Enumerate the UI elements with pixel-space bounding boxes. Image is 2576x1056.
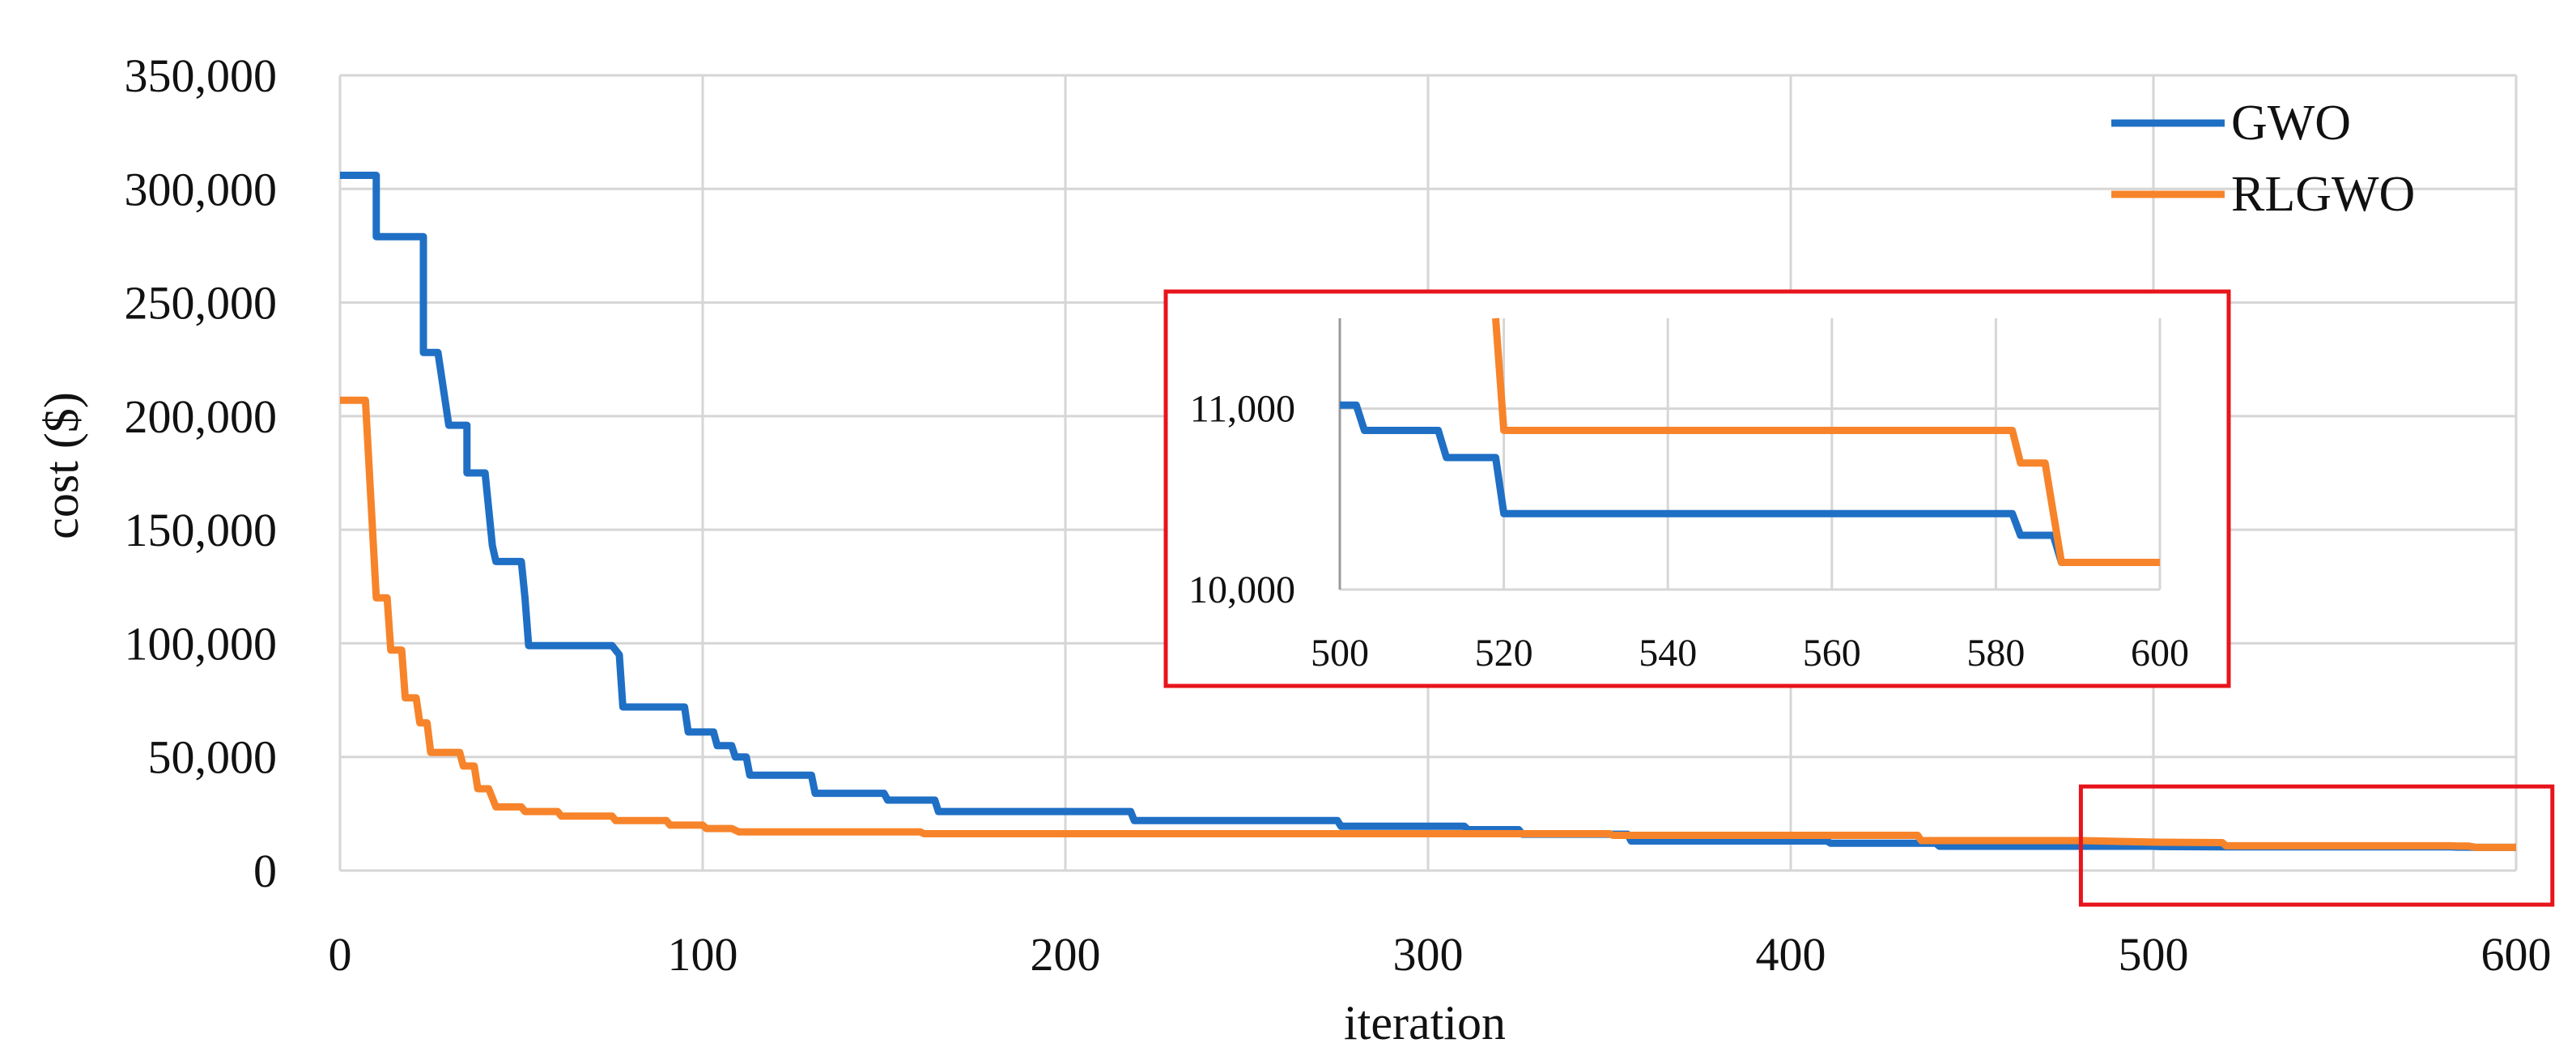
inset-x-tick-label: 500 <box>1311 632 1369 675</box>
main-y-tick-label: 100,000 <box>125 617 278 670</box>
inset-x-tick-label: 580 <box>1966 632 2025 675</box>
inset-series-group <box>1340 317 2160 566</box>
main-series-group <box>340 172 2516 851</box>
main-y-tick-label: 300,000 <box>125 163 278 215</box>
inset-x-tick-label: 560 <box>1803 632 1861 675</box>
inset-x-tick-label: 520 <box>1475 632 1533 675</box>
main-x-tick-label: 100 <box>668 928 738 981</box>
main-y-axis-title: cost ($) <box>35 392 88 539</box>
inset-gridlines <box>1338 318 2162 591</box>
main-x-tick-label: 600 <box>2481 928 2552 981</box>
legend-label-gwo: GWO <box>2231 96 2351 151</box>
main-x-tick-label: 0 <box>329 928 352 981</box>
main-x-axis-title: iteration <box>1344 996 1506 1050</box>
inset-y-tick-label: 11,000 <box>1190 388 1295 431</box>
main-x-tick-label: 300 <box>1393 928 1464 981</box>
inset-y-tick-label: 10,000 <box>1188 568 1295 611</box>
main-y-tick-label: 200,000 <box>125 390 278 443</box>
main-x-tick-label: 200 <box>1031 928 1101 981</box>
main-y-tick-label: 350,000 <box>125 49 278 102</box>
inset-frame <box>1163 289 2231 688</box>
legend-label-rlgwo: RLGWO <box>2231 167 2415 222</box>
inset-x-tick-label: 540 <box>1639 632 1697 675</box>
legend: GWO RLGWO <box>2111 96 2415 222</box>
inset-chart: 10,000 11,000 500 520 540 560 580 600 <box>1188 317 2189 675</box>
main-x-tick-label: 500 <box>2119 928 2189 981</box>
main-y-tick-label: 150,000 <box>125 504 278 556</box>
main-y-tick-label: 250,000 <box>125 277 278 330</box>
main-y-tick-label: 0 <box>253 845 277 897</box>
series-line-rlgwo <box>340 396 2516 851</box>
inset-series-line-rlgwo <box>1492 317 2160 566</box>
main-y-tick-label: 50,000 <box>148 731 278 784</box>
inset-x-tick-label: 600 <box>2131 632 2189 675</box>
main-x-tick-label: 400 <box>1756 928 1826 981</box>
zoom-region-highlight <box>2078 784 2555 907</box>
